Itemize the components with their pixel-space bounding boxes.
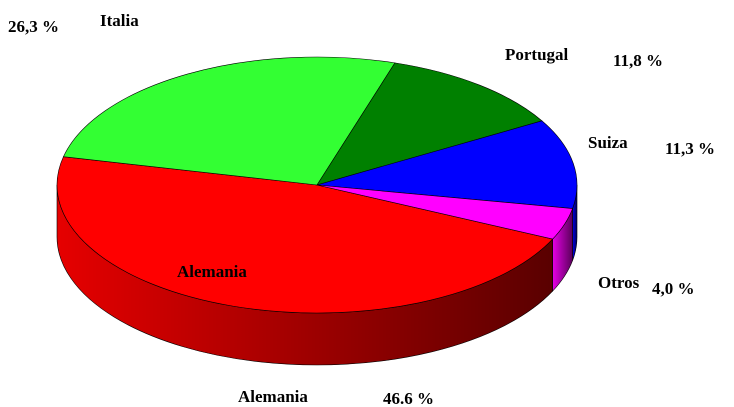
category-label: Alemania	[238, 387, 308, 406]
slice	[56, 156, 554, 314]
slice	[62, 56, 396, 186]
slice-side-shade	[572, 185, 577, 261]
value-label: 11,3 %	[665, 139, 715, 158]
slice	[316, 184, 573, 240]
value-label: 11,8 %	[613, 51, 663, 70]
slice	[316, 120, 578, 209]
category-label: Italia	[100, 11, 139, 30]
slice-label: Alemania	[177, 262, 247, 281]
labels: Alemania 46.6 % Italia 26,3 % Portugal 11,8 %…	[8, 11, 715, 407]
category-label: Otros	[598, 273, 640, 292]
pie-tops	[56, 56, 578, 314]
value-label: 46.6 %	[383, 389, 434, 407]
slice-side-shade	[552, 208, 573, 292]
pie-sides	[56, 184, 578, 366]
value-label: 26,3 %	[8, 17, 59, 36]
category-label: Suiza	[588, 133, 628, 152]
slice-side-shade	[57, 185, 553, 365]
slice	[316, 62, 543, 186]
value-label: 4,0 %	[652, 279, 695, 298]
category-label: Portugal	[505, 45, 569, 64]
